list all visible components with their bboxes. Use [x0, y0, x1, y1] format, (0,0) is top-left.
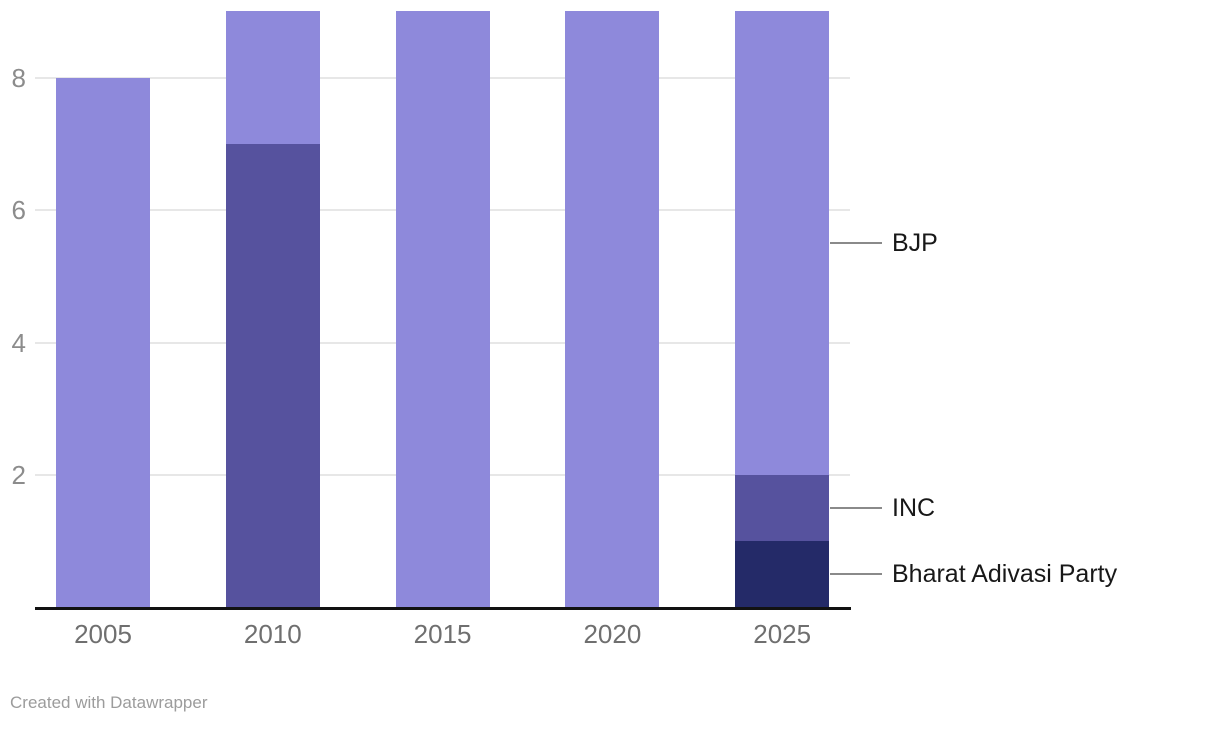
- x-tick-label-2005: 2005: [74, 619, 132, 649]
- annotation-line-inc: [830, 507, 882, 510]
- x-tick-label-2020: 2020: [583, 619, 642, 649]
- bar-segment-inc-2025[interactable]: [735, 475, 830, 542]
- annotation-label-bharat-adivasi-party: Bharat Adivasi Party: [892, 560, 1118, 589]
- bar-segment-inc-2010[interactable]: [225, 143, 320, 608]
- annotation-label-bjp: BJP: [892, 229, 938, 258]
- y-tick-label-2: 2: [11, 460, 26, 490]
- datawrapper-credit-link[interactable]: Created with Datawrapper: [10, 693, 208, 712]
- x-tick-label-2010: 2010: [243, 619, 302, 649]
- y-tick-label-6: 6: [11, 195, 26, 225]
- bar-segment-bjp-2020[interactable]: [565, 11, 660, 608]
- bar-segment-bharat-adivasi-party-2025[interactable]: [735, 541, 830, 608]
- x-tick-label-2025: 2025: [753, 619, 812, 649]
- annotation-label-inc: INC: [892, 494, 936, 523]
- bar-segment-bjp-2005[interactable]: [56, 77, 150, 608]
- annotation-line-bjp: [830, 242, 882, 245]
- annotation-line-bharat-adivasi-party: [830, 573, 882, 576]
- bar-segment-bjp-2025[interactable]: [735, 11, 830, 475]
- bar-segment-bjp-2015[interactable]: [395, 11, 490, 608]
- y-tick-label-8: 8: [11, 62, 26, 93]
- y-tick-label-4: 4: [11, 327, 26, 358]
- bar-segment-bjp-2010[interactable]: [225, 11, 320, 144]
- x-tick-label-2015: 2015: [413, 619, 472, 649]
- x-axis-line: [35, 606, 851, 610]
